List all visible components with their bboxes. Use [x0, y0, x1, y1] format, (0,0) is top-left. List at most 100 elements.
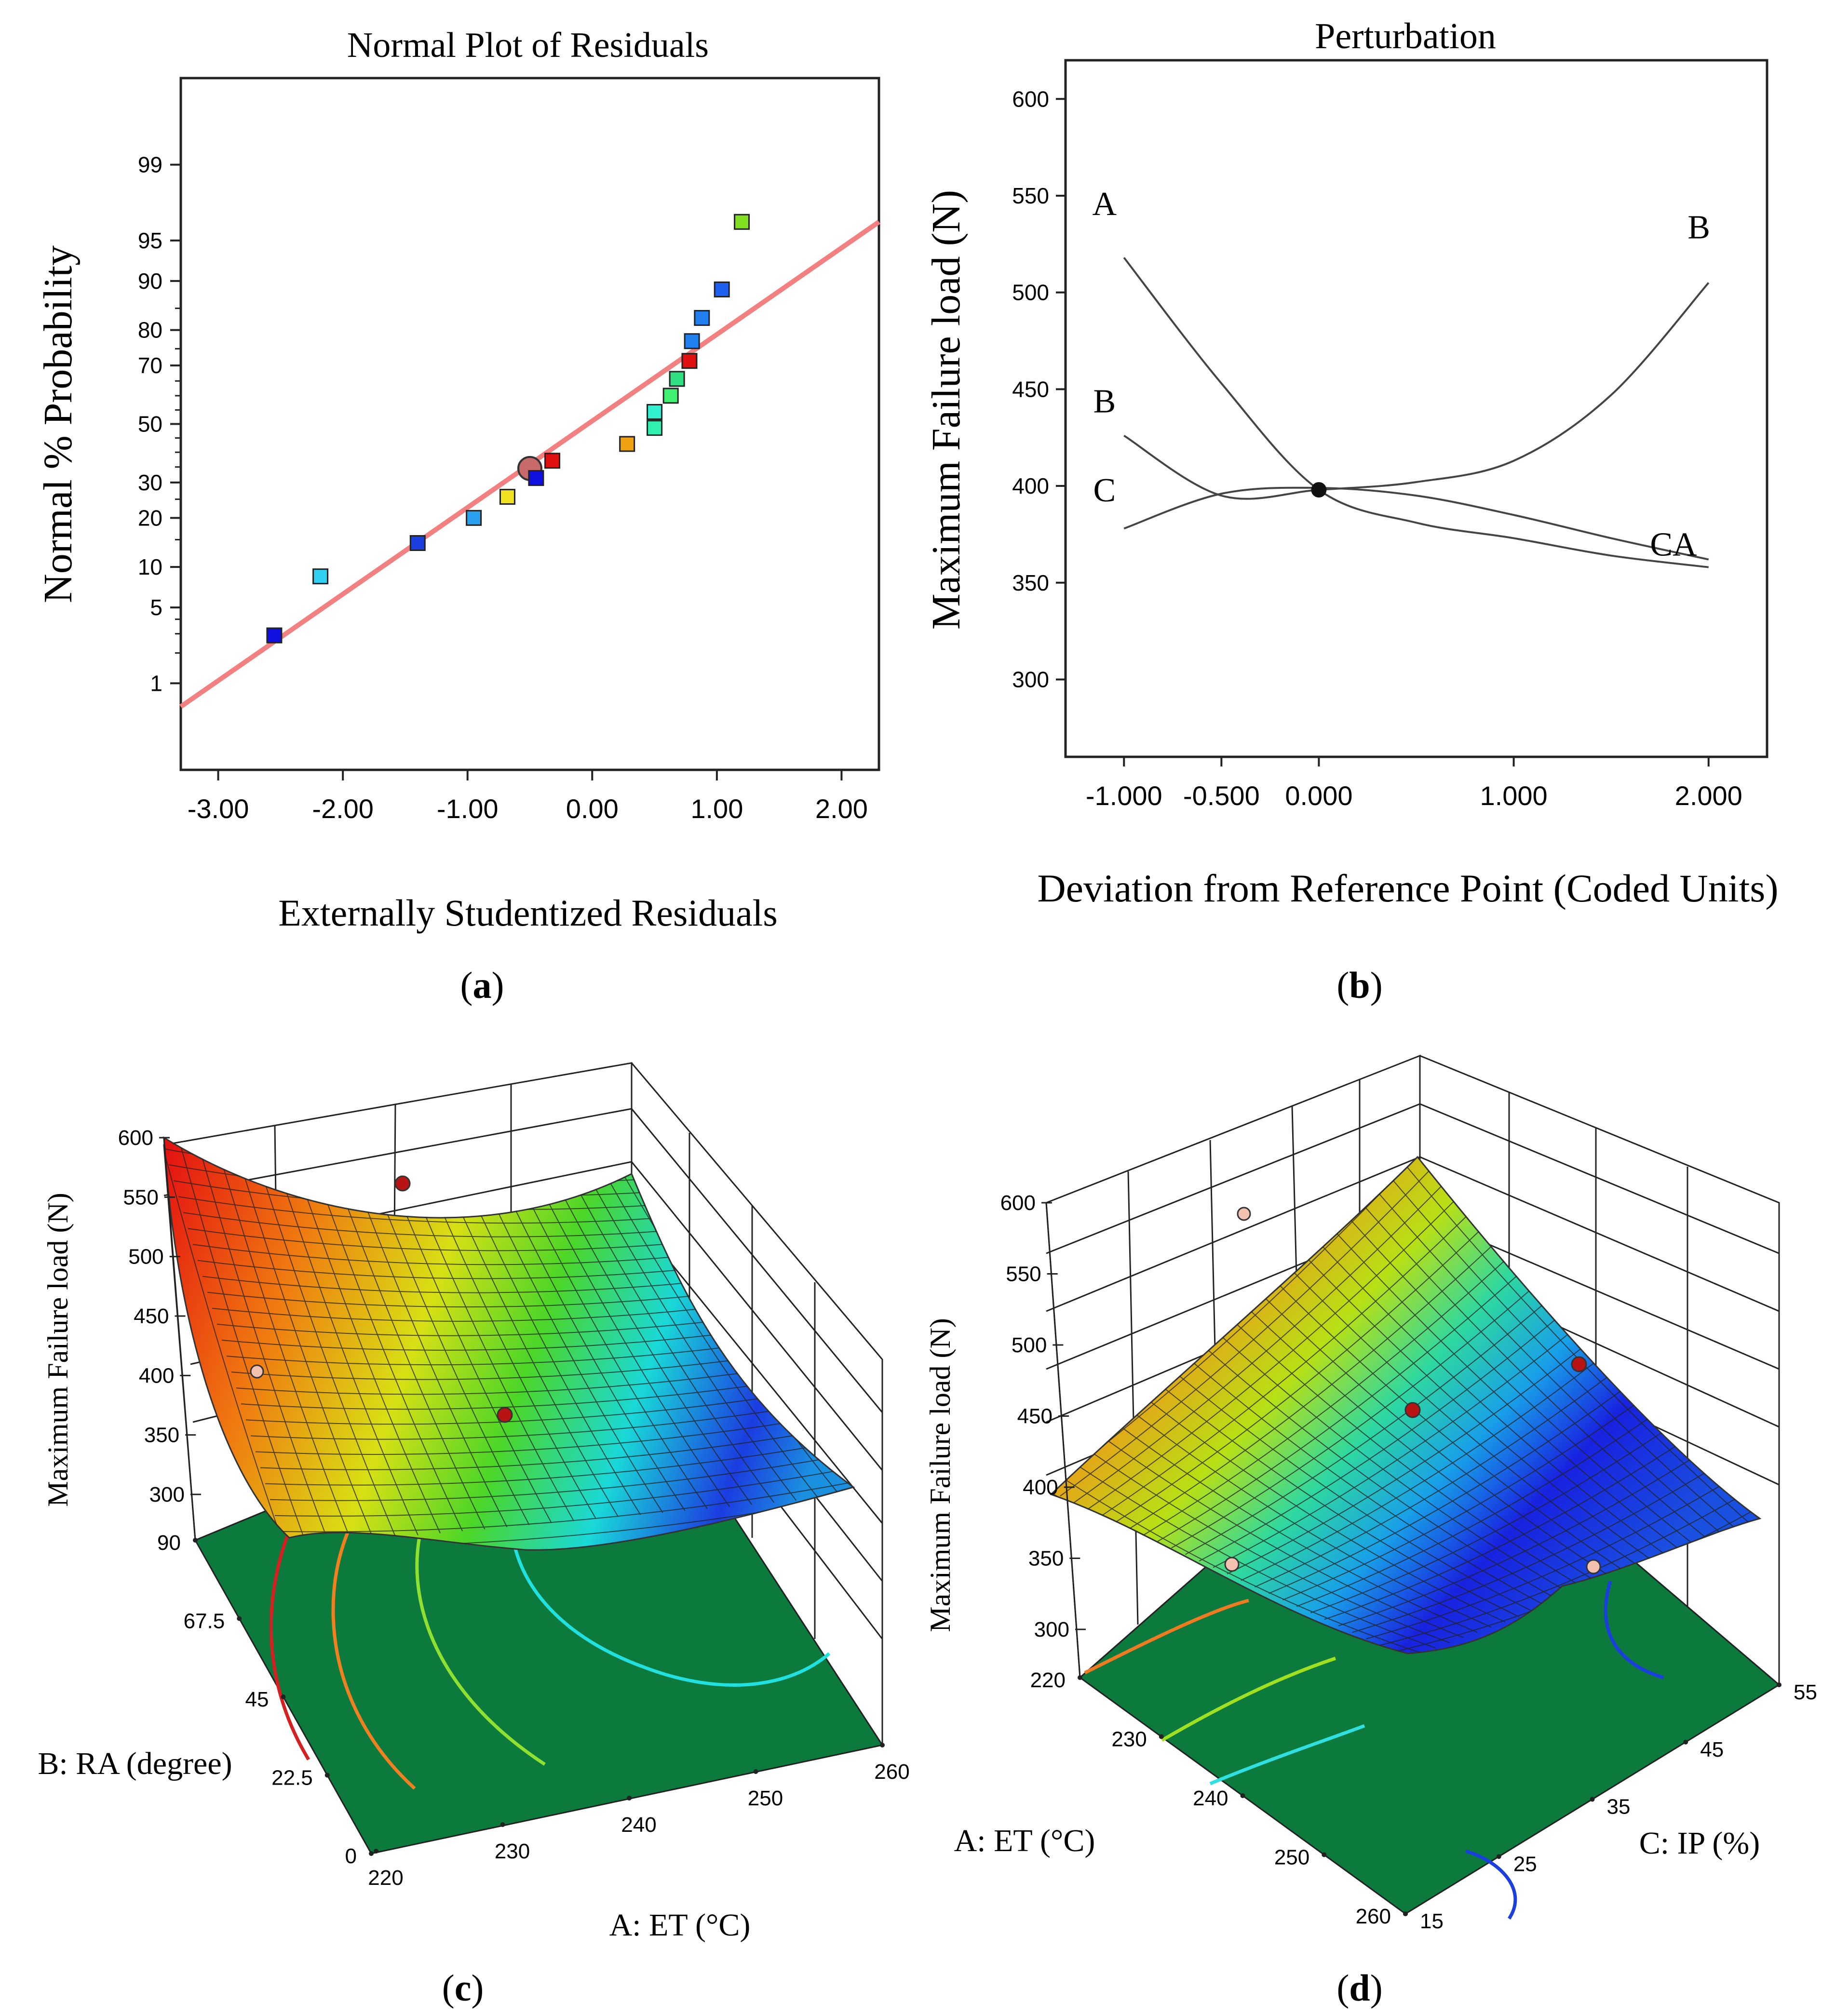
mesh-line	[1185, 1294, 1555, 1555]
caption-a: (a)	[460, 964, 504, 1006]
y-tick-mark	[1403, 1911, 1408, 1916]
x-tick-label: 240	[621, 1813, 656, 1837]
mesh-line	[1390, 1178, 1742, 1534]
curve-label-b: B	[1687, 209, 1710, 246]
x-tick-mark	[1240, 1793, 1245, 1798]
design-point	[1404, 1402, 1421, 1418]
x-tick-label: 2.000	[1675, 780, 1742, 811]
mesh-line	[164, 1138, 285, 1548]
x-tick-mark	[753, 1769, 758, 1774]
z-tick-label: 550	[1006, 1263, 1041, 1286]
chart-c-zaxis	[163, 1137, 196, 1541]
x-tick-label: 1.00	[690, 793, 743, 824]
series-line-c	[1123, 486, 1709, 561]
y-tick-label: 450	[1012, 376, 1049, 402]
mesh-line	[164, 1138, 637, 1170]
chart-c-xlabel: A: ET (°C)	[609, 1908, 751, 1943]
mesh-line	[241, 1380, 785, 1410]
mesh-line	[1362, 1204, 1714, 1545]
residual-point	[409, 535, 426, 551]
z-tick-label: 350	[144, 1424, 179, 1447]
z-tick-label: 300	[149, 1483, 185, 1506]
mesh-line	[1255, 1366, 1622, 1587]
z-tick-label: 450	[1017, 1405, 1053, 1428]
chart-b-frame	[1064, 59, 1768, 758]
chart-d-surface	[1050, 1156, 1762, 1654]
mesh-line	[1089, 1450, 1450, 1643]
mesh-line	[1324, 1437, 1689, 1620]
mesh-line	[250, 1139, 396, 1538]
chart-c-zticks: 300 350 400 450 500 550 600	[118, 1126, 201, 1506]
y-tick-mark	[1590, 1797, 1595, 1802]
chart-a-title: Normal Plot of Residuals	[347, 26, 709, 65]
mesh-line	[1175, 1372, 1534, 1612]
mesh-line	[274, 1468, 846, 1517]
y-tick-label: 10	[138, 554, 162, 579]
x-tick-label: 2.00	[815, 793, 868, 824]
residual-point	[528, 470, 544, 486]
residual-point	[681, 353, 698, 369]
chart-d-zticks: 300 350 400 450 500 550 600	[1000, 1191, 1086, 1641]
y-tick-mark	[1496, 1854, 1501, 1859]
x-tick-mark	[500, 1822, 505, 1827]
residual-point	[647, 404, 663, 420]
y-tick-label: 45	[245, 1688, 269, 1711]
z-tick-label: 400	[139, 1364, 174, 1387]
design-point	[394, 1175, 411, 1192]
y-tick-label: 600	[1012, 86, 1049, 111]
panel-b: Perturbation -1.000 -0.500 0.000 1.000 2.000…	[911, 0, 1822, 1012]
mesh-line	[255, 1418, 811, 1455]
z-tick-label: 450	[134, 1304, 169, 1328]
y-tick-label: 15	[1420, 1909, 1444, 1933]
mesh-line	[1352, 1465, 1716, 1633]
y-tick-label: 99	[138, 152, 162, 177]
mesh-line	[1074, 1180, 1447, 1503]
mesh-line	[188, 1228, 689, 1251]
mesh-line	[1101, 1209, 1474, 1516]
x-tick-label: 0.00	[566, 793, 619, 824]
mesh-line	[305, 1143, 463, 1532]
residual-point	[619, 436, 635, 452]
mesh-line	[265, 1443, 828, 1486]
mesh-line	[1304, 1255, 1659, 1565]
residual-point	[266, 627, 283, 644]
x-tick-label: 240	[1193, 1787, 1228, 1810]
y-tick-label: 90	[138, 269, 162, 294]
y-tick-mark	[281, 1694, 286, 1699]
mesh-line	[183, 1212, 680, 1237]
x-tick-mark	[374, 1849, 378, 1854]
series-line-b	[1123, 282, 1710, 500]
mesh-line	[260, 1431, 820, 1470]
chart-c-ylabel: B: RA (degree)	[38, 1746, 232, 1781]
x-tick-label: 260	[874, 1760, 909, 1784]
x-tick-mark	[1078, 1675, 1082, 1680]
curve-label-ca: CA	[1650, 526, 1697, 564]
x-tick-label: -1.00	[437, 793, 499, 824]
chart-c-surface	[163, 1136, 855, 1551]
residual-point	[499, 489, 515, 505]
x-tick-label: -1.000	[1086, 780, 1162, 811]
chart-d-xlabel: A: ET (°C)	[954, 1823, 1095, 1858]
chart-d-ylabel: C: IP (%)	[1639, 1826, 1760, 1861]
mesh-line	[544, 1160, 753, 1505]
mesh-line	[1118, 1424, 1478, 1633]
mesh-line	[1129, 1237, 1501, 1529]
mesh-line	[1161, 1385, 1520, 1617]
z-tick-label: 500	[1012, 1333, 1047, 1357]
x-tick-label: 1.000	[1480, 780, 1548, 811]
x-tick-mark	[1322, 1852, 1327, 1857]
y-tick-label: 1	[150, 671, 162, 696]
mesh-line	[177, 1138, 308, 1546]
mesh-line	[1060, 1476, 1422, 1653]
mesh-line	[1247, 1307, 1603, 1586]
y-tick-label: 67.5	[184, 1610, 225, 1633]
chart-c-zlabel: Maximum Failure load (N)	[42, 1193, 74, 1507]
chart-a-ylabel: Normal % Probability	[36, 245, 81, 603]
mesh-line	[1269, 1380, 1635, 1594]
residual-point	[669, 371, 685, 387]
mesh-line	[1103, 1437, 1464, 1638]
curve-label-b: B	[1093, 383, 1116, 420]
chart-c-yticks: 0 22.5 45 67.5 90	[157, 1531, 374, 1868]
mesh-line	[1147, 1398, 1506, 1623]
